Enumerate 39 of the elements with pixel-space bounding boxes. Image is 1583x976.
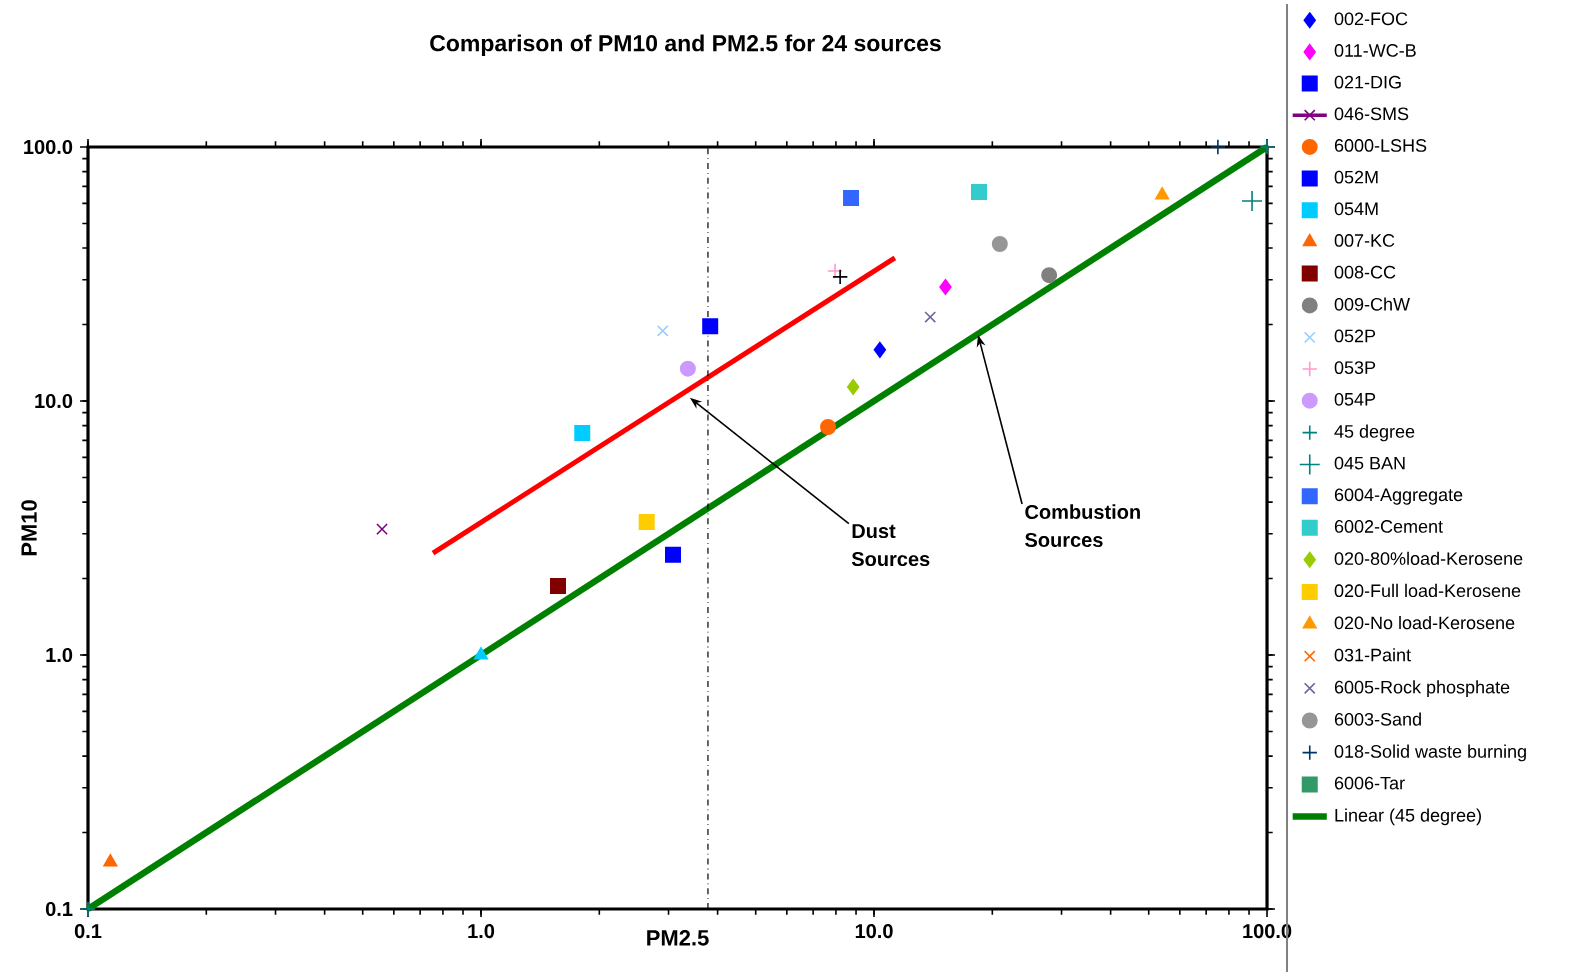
legend-label: 6006-Tar (1334, 776, 1405, 790)
y-tick-label: 10.0 (35, 393, 73, 409)
legend-label: 020-80%load-Kerosene (1334, 551, 1523, 565)
legend-label: 6002-Cement (1334, 520, 1443, 533)
x-tick-label: 100.0 (1243, 924, 1292, 939)
legend-label: 6004-Aggregate (1334, 488, 1463, 505)
annotation: Combustion Sources (1025, 504, 1140, 548)
x-tick-label: 0.1 (74, 924, 102, 939)
legend-label: 054M (1334, 202, 1378, 216)
y-tick-label: 100.0 (24, 139, 73, 155)
legend-label: 021-DIG (1334, 75, 1401, 89)
legend-label: 052M (1334, 170, 1378, 184)
legend-label: 053P (1334, 361, 1376, 375)
y-axis-title: PM10 (21, 500, 37, 556)
y-tick-label: 0.1 (45, 901, 73, 917)
legend-label: 011-WC-B (1334, 44, 1416, 57)
legend-label: 031-Paint (1334, 648, 1411, 662)
legend-label: 018-Solid waste burning (1334, 744, 1526, 762)
legend-label: 6000-LSHS (1334, 139, 1427, 152)
legend-label: 045 BAN (1334, 456, 1405, 470)
legend-label: 007-KC (1334, 234, 1395, 247)
legend-label: 45 degree (1334, 424, 1415, 442)
legend-label: 002-FOC (1334, 12, 1408, 26)
legend-label: 6005-Rock phosphate (1334, 680, 1510, 698)
y-tick-label: 1.0 (46, 647, 73, 663)
x-tick-label: 10.0 (855, 924, 893, 939)
legend-label: 054P (1334, 392, 1376, 406)
annotation: Dust Sources (851, 524, 930, 567)
legend-label: 020-Full load-Kerosene (1334, 583, 1521, 598)
legend-label: 020-No load-Kerosene (1334, 616, 1515, 630)
legend-label: 009-ChW (1334, 297, 1410, 311)
chart-title: Comparison of PM10 and PM2.5 for 24 sources (430, 34, 941, 56)
x-axis-title: PM2.5 (647, 930, 709, 946)
legend-label: 008-CC (1334, 265, 1396, 279)
legend-label: 6003-Sand (1334, 712, 1421, 726)
x-tick-label: 1.0 (468, 924, 495, 939)
legend-label: 052P (1334, 329, 1376, 343)
legend-label: Linear (45 degree) (1335, 808, 1481, 826)
legend-label: 046-SMS (1334, 107, 1409, 121)
